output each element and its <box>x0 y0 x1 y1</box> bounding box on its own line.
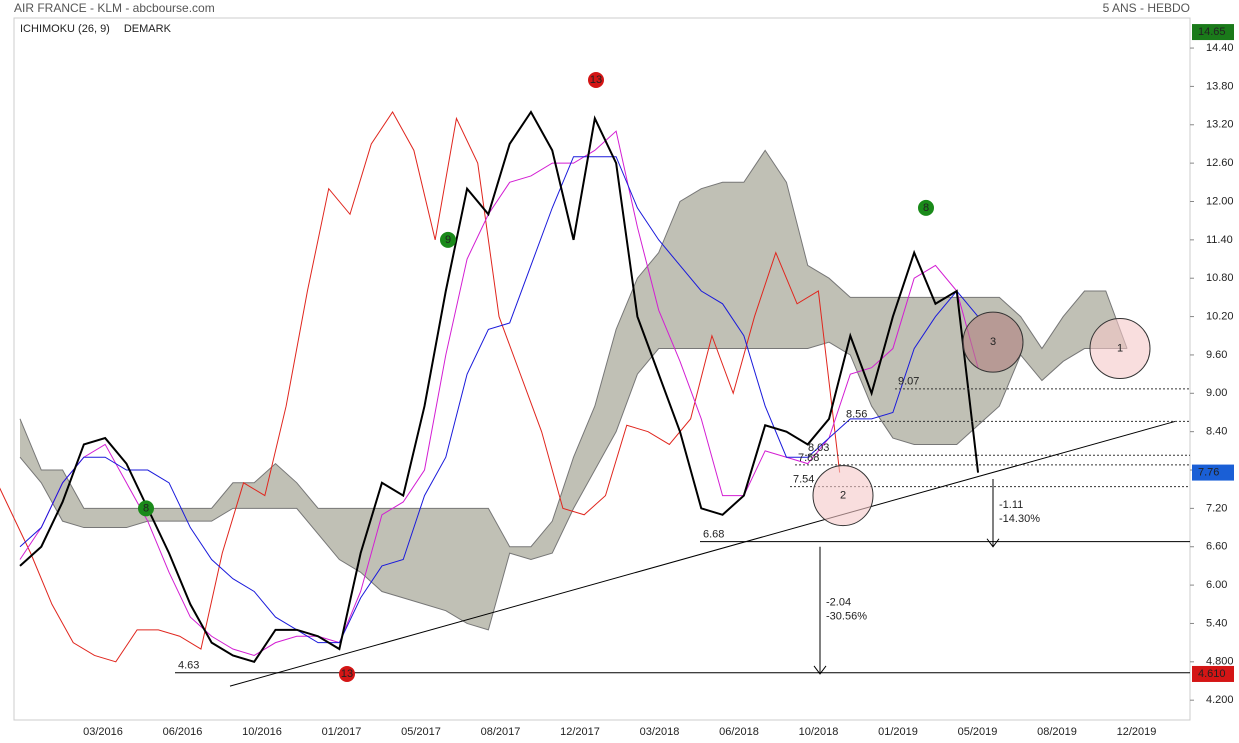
y-tick-label: 10.80 <box>1206 272 1234 284</box>
level-label: 7.54 <box>793 474 814 486</box>
y-tick-label: 8.40 <box>1206 426 1227 438</box>
y-tick-label: 12.60 <box>1206 157 1234 169</box>
y-tick-label: 13.80 <box>1206 80 1234 92</box>
x-tick-label: 03/2018 <box>640 726 680 738</box>
measure-pct: -30.56% <box>826 610 867 622</box>
price-box <box>1192 665 1234 682</box>
support-label: 4.63 <box>178 660 199 672</box>
zone-label: 1 <box>1117 342 1123 354</box>
indicator-label: DEMARK <box>124 23 172 35</box>
demark-badge <box>138 500 154 517</box>
cloud-top <box>19 149 1128 548</box>
trend-line <box>229 420 1176 687</box>
y-tick-label: 6.60 <box>1206 541 1227 553</box>
y-tick-label: 12.00 <box>1206 195 1234 207</box>
zone-circle <box>1089 318 1151 380</box>
indicator-label: ICHIMOKU (26, 9) <box>20 23 110 35</box>
measure-arrow <box>813 665 827 675</box>
x-tick-label: 10/2018 <box>799 726 839 738</box>
x-tick-label: 12/2017 <box>560 726 600 738</box>
zone-circle <box>962 311 1024 373</box>
demark-badge <box>440 231 456 248</box>
x-tick-label: 03/2016 <box>83 726 123 738</box>
support-label: 6.68 <box>703 529 724 541</box>
price-box-label: 4.610 <box>1198 668 1226 680</box>
price-box <box>1192 464 1234 481</box>
x-tick-label: 01/2017 <box>322 726 362 738</box>
y-tick-label: 11.40 <box>1206 234 1233 246</box>
x-tick-label: 01/2019 <box>878 726 918 738</box>
zone-label: 2 <box>840 489 846 501</box>
ichimoku-line <box>19 156 979 644</box>
price-box-label: 7.76 <box>1198 466 1219 478</box>
x-tick-label: 05/2017 <box>401 726 441 738</box>
measure-change: -2.04 <box>826 596 851 608</box>
ichimoku-line <box>19 130 979 656</box>
level-label: 8.56 <box>846 408 867 420</box>
level-label: 9.07 <box>898 376 919 388</box>
demark-label: 13 <box>590 74 602 86</box>
measure-change: -1.11 <box>999 499 1023 511</box>
zone-circle <box>812 465 874 527</box>
x-tick-label: 08/2017 <box>481 726 521 738</box>
price-line <box>19 110 980 663</box>
demark-label: 8 <box>923 202 929 214</box>
y-tick-label: 13.20 <box>1206 119 1234 131</box>
y-tick-label: 14.40 <box>1206 42 1234 54</box>
level-label: 8.03 <box>808 442 829 454</box>
measure-arrow <box>986 538 1000 548</box>
x-tick-label: 10/2016 <box>242 726 282 738</box>
y-tick-label: 9.00 <box>1206 387 1227 399</box>
y-tick-label: 9.60 <box>1206 349 1227 361</box>
y-tick-label: 4.800 <box>1206 656 1234 668</box>
demark-badge <box>918 199 934 216</box>
y-tick-label: 4.200 <box>1206 694 1234 706</box>
level-label: 7.88 <box>798 452 819 464</box>
x-tick-label: 06/2018 <box>719 726 759 738</box>
zone-label: 3 <box>990 336 996 348</box>
x-tick-label: 12/2019 <box>1117 726 1157 738</box>
cloud-bottom <box>19 341 1128 631</box>
y-tick-label: 6.00 <box>1206 579 1227 591</box>
demark-label: 13 <box>341 668 353 680</box>
cloud-area <box>20 150 1128 630</box>
y-tick-label: 7.20 <box>1206 502 1227 514</box>
price-box-label: 14.65 <box>1198 26 1226 38</box>
demark-badge <box>339 665 355 682</box>
y-tick-label: 5.40 <box>1206 617 1227 629</box>
x-tick-label: 06/2016 <box>163 726 203 738</box>
demark-badge <box>588 72 604 89</box>
plot-frame <box>13 17 1191 721</box>
demark-label: 8 <box>143 502 149 514</box>
period: 5 ANS - HEBDO <box>1103 1 1190 15</box>
measure-pct: -14.30% <box>999 513 1040 525</box>
price-box <box>1192 24 1234 41</box>
demark-label: 9 <box>445 234 451 246</box>
x-tick-label: 05/2019 <box>958 726 998 738</box>
chart-title: AIR FRANCE - KLM - abcbourse.com <box>14 1 215 15</box>
y-tick-label: 10.20 <box>1206 310 1234 322</box>
x-tick-label: 08/2019 <box>1037 726 1077 738</box>
